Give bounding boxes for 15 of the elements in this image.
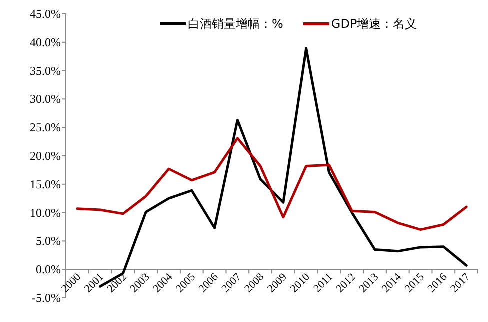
y-tick-label: 10.0% [30,206,61,220]
x-tick-label: 2011 [312,271,336,295]
y-tick-label: 45.0% [30,7,61,21]
legend-label: 白酒销量增幅：% [188,17,284,31]
y-tick-label: 40.0% [30,35,61,50]
y-tick-label: 5.0% [36,234,61,248]
legend-label: GDP增速：名义 [331,17,418,31]
y-tick-label: 30.0% [30,92,61,106]
line-series [76,137,468,232]
y-tick-label: 35.0% [30,64,61,78]
y-tick-label: 20.0% [30,149,61,163]
y-tick-label: 15.0% [30,177,61,192]
y-tick-label: 0.0% [36,262,61,277]
y-tick-label: 25.0% [30,120,61,135]
y-tick-label: -5.0% [32,291,61,305]
